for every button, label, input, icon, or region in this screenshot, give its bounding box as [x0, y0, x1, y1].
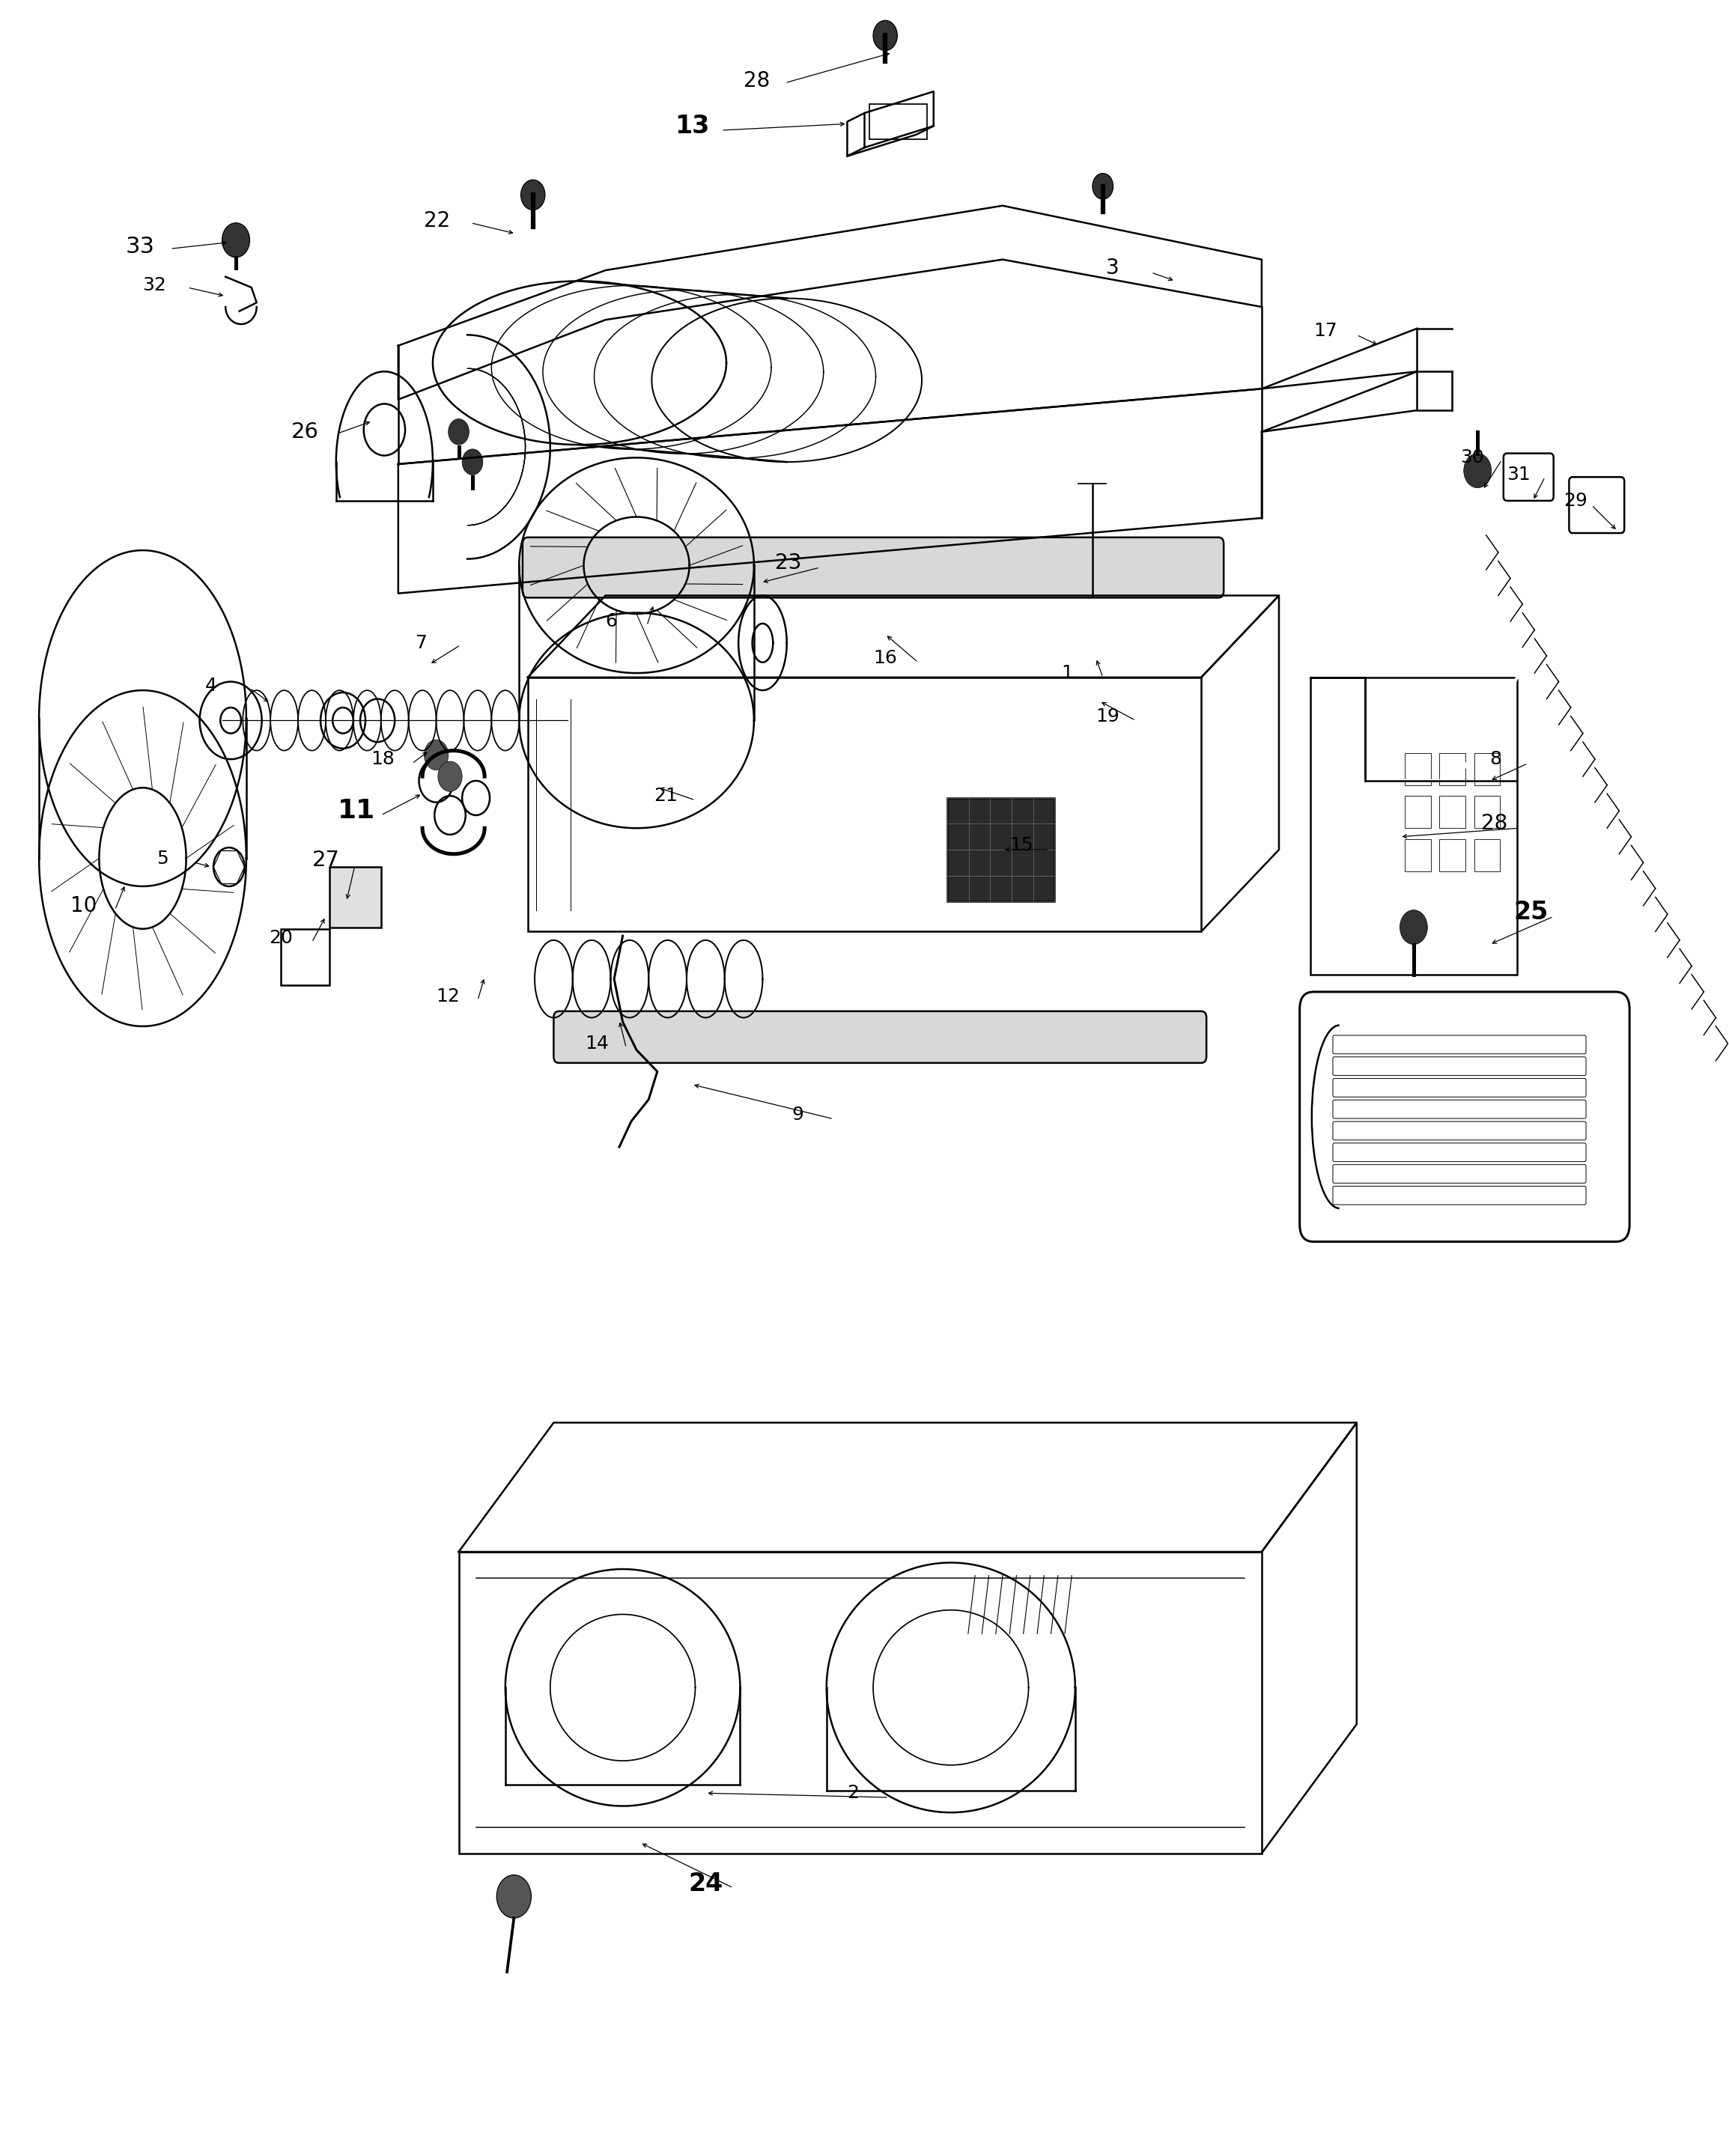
Circle shape	[437, 761, 462, 791]
Text: 19: 19	[1096, 707, 1120, 724]
Circle shape	[424, 740, 448, 770]
Text: 30: 30	[1461, 448, 1483, 466]
Bar	[280, 929, 329, 985]
Text: 3: 3	[1107, 259, 1120, 278]
Text: 10: 10	[71, 895, 97, 916]
FancyBboxPatch shape	[553, 1011, 1207, 1063]
Text: 24: 24	[688, 1871, 723, 1895]
Text: 8: 8	[1490, 750, 1501, 768]
Text: 26: 26	[290, 420, 318, 442]
Text: 9: 9	[792, 1106, 804, 1123]
Bar	[870, 103, 927, 138]
Text: 1: 1	[1062, 664, 1074, 681]
Circle shape	[448, 418, 469, 444]
Bar	[947, 798, 1055, 901]
Bar	[1440, 839, 1466, 871]
Bar	[527, 677, 1202, 931]
Text: 17: 17	[1314, 321, 1337, 341]
Bar	[1475, 796, 1501, 828]
Bar	[1406, 752, 1432, 785]
Text: 16: 16	[873, 649, 897, 666]
Text: 23: 23	[775, 552, 801, 573]
Text: 6: 6	[605, 612, 617, 630]
Bar	[1475, 839, 1501, 871]
Text: 31: 31	[1508, 466, 1530, 483]
Text: 12: 12	[436, 987, 460, 1005]
Text: 20: 20	[268, 929, 292, 946]
Text: 27: 27	[311, 849, 339, 871]
Circle shape	[221, 222, 249, 257]
Text: 5: 5	[156, 849, 168, 867]
Text: 14: 14	[584, 1035, 609, 1052]
Bar	[1406, 796, 1432, 828]
Text: 21: 21	[654, 787, 678, 804]
Text: 32: 32	[144, 276, 166, 295]
Text: 28: 28	[1482, 813, 1508, 834]
Text: 29: 29	[1565, 492, 1587, 509]
Circle shape	[1464, 453, 1492, 487]
Text: 18: 18	[370, 750, 394, 768]
Text: 15: 15	[1010, 837, 1034, 854]
Circle shape	[1093, 172, 1113, 198]
Text: 33: 33	[126, 235, 154, 257]
Text: 25: 25	[1515, 899, 1549, 925]
Bar	[329, 867, 380, 927]
Text: 22: 22	[424, 211, 451, 231]
Bar	[1475, 752, 1501, 785]
FancyBboxPatch shape	[522, 537, 1224, 597]
Text: 7: 7	[415, 634, 427, 651]
Text: 4: 4	[204, 677, 216, 694]
Bar	[1440, 752, 1466, 785]
Circle shape	[496, 1876, 531, 1919]
Bar	[1406, 839, 1432, 871]
Circle shape	[462, 448, 482, 474]
Circle shape	[873, 19, 897, 50]
Text: 28: 28	[743, 71, 769, 91]
Bar	[1311, 677, 1518, 975]
Circle shape	[520, 179, 545, 209]
Text: 13: 13	[674, 114, 709, 138]
Text: 2: 2	[847, 1785, 859, 1802]
Text: 11: 11	[337, 798, 375, 824]
Bar	[1440, 796, 1466, 828]
Bar	[458, 1552, 1262, 1854]
Circle shape	[1400, 910, 1428, 944]
